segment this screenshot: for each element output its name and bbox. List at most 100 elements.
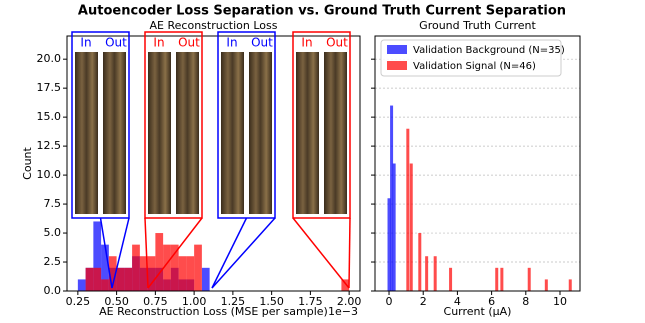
legend-label: Validation Background (N=35) — [413, 45, 565, 56]
inset-image — [296, 52, 319, 214]
histogram-bar — [132, 244, 140, 291]
bar — [418, 233, 422, 291]
legend-box — [380, 39, 562, 77]
inset-label: In — [226, 36, 237, 50]
connector — [211, 217, 248, 289]
axes-frame — [66, 35, 361, 292]
bar — [449, 267, 453, 291]
inset-box — [292, 31, 351, 219]
histogram-bar — [147, 256, 156, 291]
x-tick-label: 2 — [420, 295, 427, 308]
x-tick-label: 1.50 — [259, 295, 284, 308]
x-tick-label: 1.00 — [182, 295, 207, 308]
axes-frame — [374, 35, 581, 292]
histogram-bar — [139, 256, 148, 291]
x-tick-label: 0.75 — [143, 295, 168, 308]
histogram-bar — [194, 244, 202, 291]
bar — [495, 267, 499, 291]
bar — [527, 267, 531, 291]
x-tick-label: 0.50 — [104, 295, 129, 308]
bar — [544, 279, 548, 291]
histogram-bar — [93, 221, 102, 291]
bar — [425, 256, 429, 291]
bar — [568, 279, 572, 291]
inset-image — [221, 52, 244, 214]
histogram-bar — [93, 267, 102, 291]
bar — [390, 105, 394, 291]
legend-swatch — [387, 45, 407, 54]
inset-label: In — [80, 36, 91, 50]
x-tick-label: 0.25 — [66, 295, 91, 308]
inset-label: In — [153, 36, 164, 50]
y-tick-label: 17.5 — [37, 81, 62, 94]
y-tick-label: 15.0 — [37, 110, 62, 123]
y-tick-label: 12.5 — [37, 139, 62, 152]
inset-image — [249, 52, 272, 214]
inset-box — [217, 31, 276, 219]
figure-title: Autoencoder Loss Separation vs. Ground T… — [78, 4, 566, 19]
histogram-bar — [101, 244, 109, 291]
inset-image — [148, 52, 171, 214]
inset-image — [176, 52, 199, 214]
connector — [111, 217, 130, 289]
y-tick-label: 20.0 — [37, 52, 62, 65]
x-offset-label: 1e−3 — [328, 305, 358, 318]
histogram-bar — [155, 233, 164, 291]
y-axis-label: Count — [21, 146, 34, 179]
x-tick-label: 1.25 — [221, 295, 246, 308]
x-tick-label: 1.75 — [298, 295, 323, 308]
connector — [211, 217, 276, 289]
inset-box — [71, 31, 130, 219]
connector — [348, 217, 351, 289]
histogram-bar — [186, 256, 195, 291]
bar — [392, 163, 396, 291]
y-tick-label: 2.5 — [44, 255, 62, 268]
inset-image — [103, 52, 126, 214]
connector — [144, 217, 149, 289]
x-axis-label: Current (μA) — [444, 305, 512, 318]
inset-label: Out — [105, 36, 127, 50]
bar — [406, 128, 410, 291]
axes-title: Ground Truth Current — [419, 19, 536, 32]
inset-image — [75, 52, 98, 214]
histogram-bar — [201, 267, 210, 291]
axes-title: AE Reconstruction Loss — [150, 19, 278, 32]
inset-label: In — [301, 36, 312, 50]
inset-image — [324, 52, 347, 214]
inset-label: Out — [251, 36, 273, 50]
y-tick-label: 5.0 — [44, 226, 62, 239]
inset-label: Out — [326, 36, 348, 50]
x-tick-label: 4 — [454, 295, 461, 308]
bar — [409, 163, 413, 291]
histogram-bar — [124, 267, 133, 291]
x-tick-label: 6 — [488, 295, 495, 308]
connector — [292, 217, 350, 289]
histogram-bar — [77, 279, 86, 291]
x-tick-label: 0 — [386, 295, 393, 308]
bar — [387, 198, 391, 291]
x-axis-label: AE Reconstruction Loss (MSE per sample) — [99, 305, 328, 318]
histogram-bar — [116, 267, 125, 291]
x-tick-label: 10 — [553, 295, 567, 308]
connector — [147, 217, 203, 289]
connector — [99, 217, 113, 289]
inset-box — [144, 31, 203, 219]
legend-label: Validation Signal (N=46) — [413, 61, 536, 72]
y-tick-label: 10.0 — [37, 168, 62, 181]
histogram-bar — [108, 256, 117, 291]
bar — [433, 256, 437, 291]
inset-label: Out — [178, 36, 200, 50]
histogram-bar — [101, 279, 109, 291]
histogram-bar — [85, 267, 94, 291]
y-tick-label: 7.5 — [44, 197, 62, 210]
y-tick-label: 0.0 — [44, 284, 62, 297]
histogram-bar — [170, 244, 179, 291]
bar — [500, 267, 504, 291]
histogram-bar — [178, 256, 187, 291]
x-tick-label: 8 — [522, 295, 529, 308]
histogram-bar — [163, 244, 171, 291]
histogram-bar — [341, 279, 350, 291]
x-tick-label: 2.00 — [337, 295, 362, 308]
legend-swatch — [387, 61, 407, 70]
